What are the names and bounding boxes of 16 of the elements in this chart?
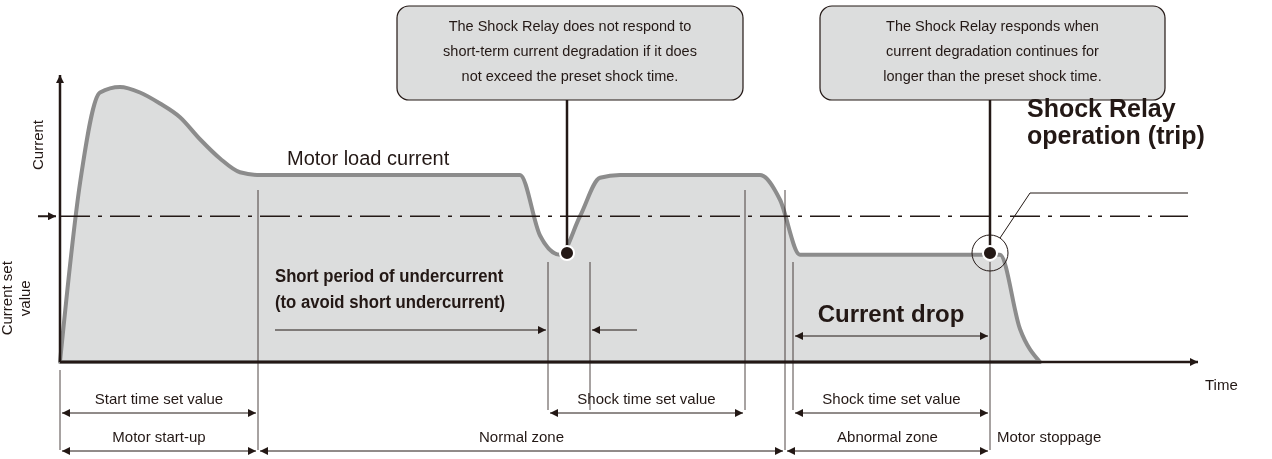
text: Motor start-up xyxy=(112,428,206,445)
annotation: Motor load current xyxy=(287,147,450,169)
annotation: Shock Relay operation (trip) xyxy=(1027,94,1205,149)
annotation: Short period of undercurrent (to avoid short undercurrent) xyxy=(275,265,506,313)
ref-line-label: Current set value xyxy=(0,260,33,336)
text: The Shock Relay responds when current degradation continues for longer than the preset shock time. xyxy=(883,18,1102,84)
text: Normal zone xyxy=(478,428,565,445)
text: Start time set value xyxy=(94,390,224,407)
y-axis-title: Current xyxy=(29,119,46,171)
annotation: Current drop xyxy=(817,300,965,327)
x-axis-title: Time xyxy=(1205,376,1238,393)
text: Shock time set value xyxy=(577,390,716,407)
text: Motor stoppage xyxy=(997,428,1102,445)
text: Abnormal zone xyxy=(837,428,938,445)
text: Shock time set value xyxy=(822,390,961,407)
text: The Shock Relay does not respond to short-term current degradation if it does not exceed the preset shock time. xyxy=(443,18,697,84)
